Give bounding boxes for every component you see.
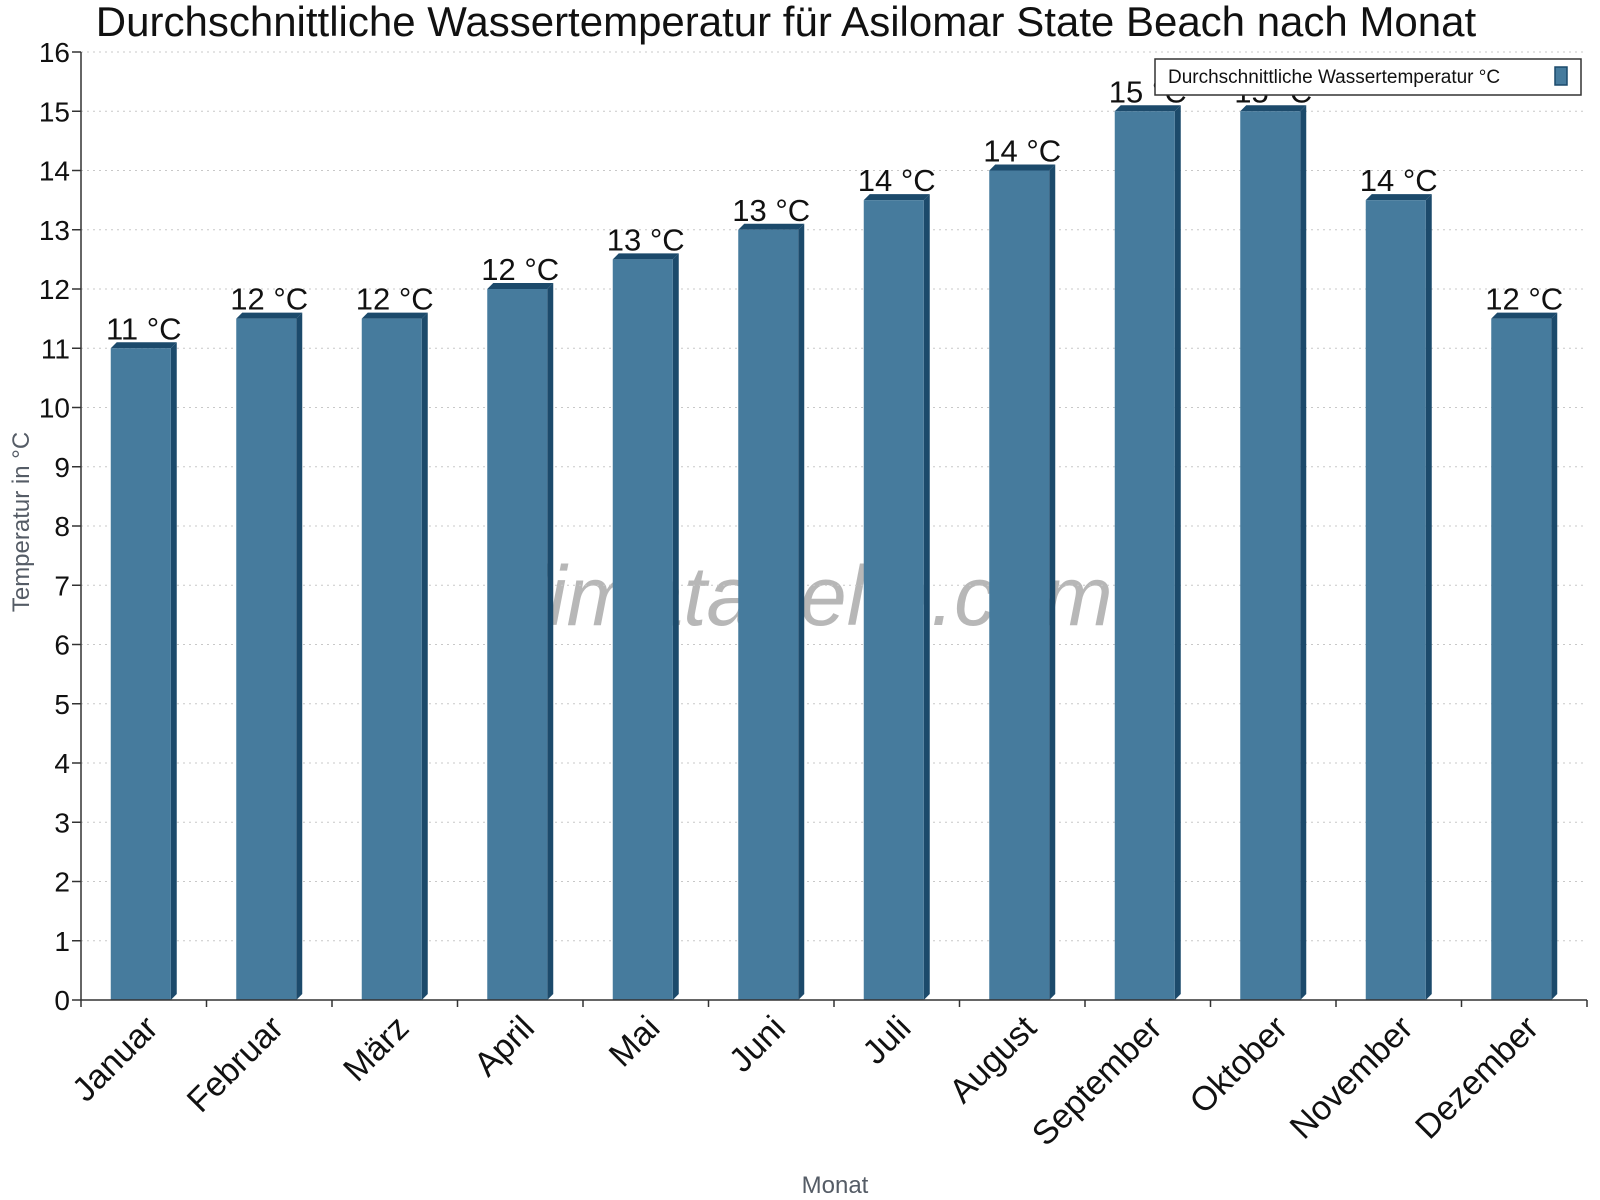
bar-side (1174, 105, 1181, 1000)
y-tick-label: 3 (54, 807, 70, 838)
bar-front (361, 318, 422, 1000)
data-label: 14 °C (983, 134, 1061, 169)
bar-front (1114, 111, 1175, 1000)
bar-5 (612, 253, 679, 1000)
bar-top (361, 312, 428, 319)
legend-swatch (1554, 66, 1568, 86)
y-tick-label: 5 (54, 689, 70, 720)
data-label: 12 °C (230, 282, 308, 317)
data-label: 12 °C (356, 282, 434, 317)
bar-top (236, 312, 303, 319)
bar-10 (1240, 105, 1307, 1000)
x-tick-label: Juli (855, 1009, 918, 1072)
chart-title: Durchschnittliche Wassertemperatur für A… (96, 0, 1477, 45)
x-tick-label: Januar (65, 1009, 165, 1109)
bar-2 (236, 312, 303, 1000)
bar-side (923, 194, 930, 1000)
bar-front (236, 318, 297, 1000)
bar-side (547, 283, 554, 1000)
x-tick-label: November (1283, 1009, 1421, 1147)
legend-label: Durchschnittliche Wassertemperatur °C (1168, 67, 1500, 88)
bar-top (863, 194, 930, 201)
y-tick-label: 8 (54, 511, 70, 542)
bar-side (421, 312, 428, 1000)
bar-side (1551, 312, 1558, 1000)
bar-front (487, 289, 548, 1000)
y-tick-label: 4 (54, 748, 70, 779)
y-tick-label: 1 (54, 926, 70, 957)
bar-front (863, 200, 924, 1000)
y-tick-label: 7 (54, 570, 70, 601)
x-tick-label: September (1025, 1009, 1169, 1153)
bar-6 (738, 223, 805, 1000)
bar-top (487, 283, 554, 289)
bar-3 (361, 312, 428, 1000)
data-label: 14 °C (1360, 163, 1438, 198)
bar-top (1114, 105, 1181, 112)
data-labels: 11 °C 12 °C 12 °C 12 °C 13 °C 13 °C 14 °C 14 °C… (106, 74, 1563, 346)
bar-7 (863, 194, 930, 1000)
y-tick-label: 16 (39, 37, 70, 68)
x-axis-label: Monat (802, 1172, 869, 1199)
bar-4 (487, 283, 554, 1000)
y-tick-label: 15 (39, 96, 70, 127)
y-tick-label: 9 (54, 452, 70, 483)
grid (81, 51, 1587, 942)
x-tick-label: Oktober (1183, 1009, 1295, 1121)
x-tick-label: März (336, 1009, 416, 1089)
bars (110, 105, 1558, 1000)
bar-front (1240, 111, 1301, 1000)
legend-box (1154, 58, 1582, 96)
x-tick-label: April (467, 1009, 542, 1084)
bar-front (989, 170, 1050, 1000)
bar-top (738, 223, 805, 230)
bar-11 (1365, 194, 1432, 1000)
y-axis-label: Temperatur in °C (8, 432, 35, 612)
bar-9 (1114, 105, 1181, 1000)
x-tick-label: Mai (602, 1009, 668, 1075)
bar-top (1491, 312, 1558, 319)
y-tick-label: 13 (39, 215, 70, 246)
bar-front (1365, 200, 1426, 1000)
x-tick-label: Februar (180, 1009, 291, 1120)
x-tick-label: August (942, 1008, 1044, 1110)
y-tick-label: 0 (54, 985, 70, 1016)
bar-side (1049, 164, 1056, 1000)
data-label: 11 °C (106, 311, 182, 346)
y-tick-label: 2 (54, 867, 70, 898)
data-label: 13 °C (607, 222, 685, 257)
bar-side (1300, 105, 1307, 1000)
y-tick-label: 10 (39, 393, 70, 424)
bar-front (1491, 318, 1552, 1000)
bar-side (1425, 194, 1432, 1000)
x-tick-label: Dezember (1408, 1009, 1546, 1147)
y-tick-label: 6 (54, 630, 70, 661)
y-tick-label: 11 (41, 333, 70, 364)
bar-side (170, 342, 177, 1000)
bar-1 (110, 342, 177, 1000)
bar-top (110, 342, 177, 349)
bar-top (1240, 105, 1307, 112)
bar-side (798, 223, 805, 1000)
y-tick-label: 14 (39, 156, 70, 187)
bar-side (296, 312, 303, 1000)
y-tick-label: 12 (39, 274, 70, 305)
bar-front (738, 229, 799, 1000)
data-label: 12 °C (1485, 282, 1563, 317)
bar-top (989, 164, 1056, 171)
bar-front (110, 348, 171, 1000)
data-label: 14 °C (858, 163, 936, 198)
bar-side (672, 253, 679, 1000)
data-label: 13 °C (732, 193, 810, 228)
x-tick-label: Juni (722, 1009, 793, 1080)
bar-top (1365, 194, 1432, 201)
legend: Durchschnittliche Wassertemperatur °C (1154, 58, 1582, 96)
data-label: 12 °C (481, 252, 559, 287)
bar-12 (1491, 312, 1558, 1000)
bar-top (612, 253, 679, 260)
bar-front (612, 259, 673, 1000)
bar-8 (989, 164, 1056, 1000)
